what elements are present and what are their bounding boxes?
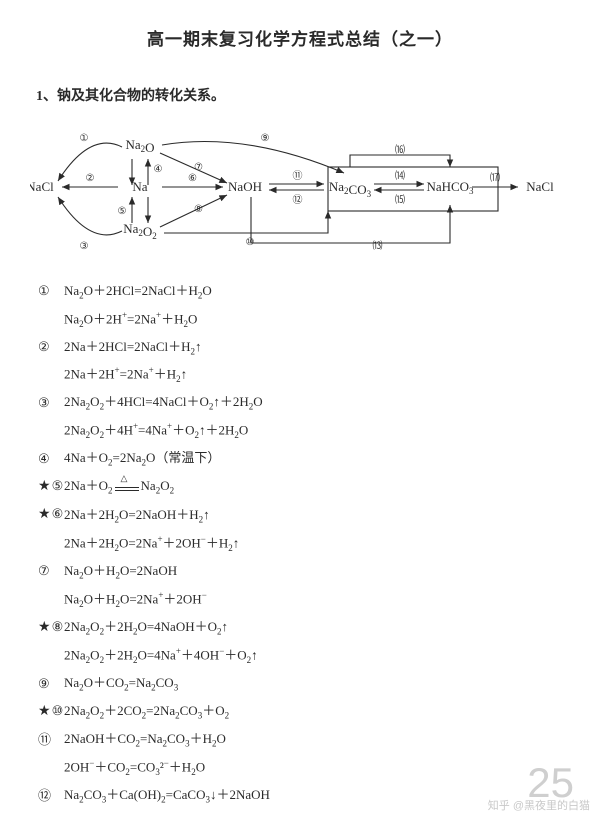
equation-row: ★⑧2Na2O2＋2H2O=4NaOH＋O2↑ [38,615,570,642]
svg-text:⒁: ⒁ [395,169,405,182]
equation-row-ionic: 2Na＋2H+=2Na+＋H2↑ [38,362,570,388]
equation-row-ionic: 2Na2O2＋2H2O=4Na+＋4OH−＋O2↑ [38,643,570,669]
svg-text:⑪: ⑪ [293,170,303,182]
svg-text:Na: Na [132,179,147,194]
equation-row: ③2Na2O2＋4HCl=4NaCl＋O2↑＋2H2O [38,390,570,416]
equation-row: ⑦Na2O＋H2O=2NaOH [38,559,570,585]
svg-text:NaCl: NaCl [526,179,554,194]
svg-text:NaCl: NaCl [30,179,54,194]
svg-text:Na2O: Na2O [125,137,154,155]
svg-text:⑨: ⑨ [261,133,270,144]
svg-text:Na2O2: Na2O2 [123,221,157,241]
equation-row: ★⑩2Na2O2＋2CO2=2Na2CO3＋O2 [38,699,570,726]
diagram-svg: ①②③④⑤⑥⑦⑧⑨⑩⑪⑫⒀⒁⒂⒃⒄ NaClNa2ONaNa2O2NaOHNa2… [30,131,570,251]
svg-text:⑥: ⑥ [188,173,197,184]
section-subtitle: 1、钠及其化合物的转化关系。 [30,84,570,111]
equation-row: ★⑥2Na＋2H2O=2NaOH＋H2↑ [38,502,570,529]
equation-row-ionic: Na2O＋H2O=2Na+＋2OH− [38,587,570,613]
svg-text:④: ④ [154,164,163,175]
svg-text:⑦: ⑦ [194,162,203,173]
equation-row: ★⑤2Na＋O2Na2O2 [38,474,570,501]
svg-text:⒂: ⒂ [395,194,405,206]
svg-text:⑩: ⑩ [246,237,255,248]
equation-row-ionic: 2Na2O2＋4H+=4Na+＋O2↑＋2H2O [38,418,570,444]
equation-row: ⑨Na2O＋CO2=Na2CO3 [38,671,570,697]
equation-row-ionic: 2Na＋2H2O=2Na+＋2OH−＋H2↑ [38,531,570,557]
watermark: 知乎 @黑夜里的白猫 [488,796,590,817]
svg-text:②: ② [86,173,95,184]
svg-text:⒀: ⒀ [373,239,383,251]
svg-text:①: ① [80,133,89,144]
equation-row: ①Na2O＋2HCl=2NaCl＋H2O [38,279,570,305]
equation-row: ⑪2NaOH＋CO2=Na2CO3＋H2O [38,727,570,753]
equations-list: ①Na2O＋2HCl=2NaCl＋H2ONa2O＋2H+=2Na+＋H2O②2N… [30,279,570,809]
svg-text:⑧: ⑧ [194,204,203,215]
svg-text:Na2CO3: Na2CO3 [329,179,372,199]
svg-text:NaOH: NaOH [228,179,262,194]
svg-text:⑫: ⑫ [293,194,303,206]
svg-text:⒃: ⒃ [395,143,405,156]
equation-row: ④4Na＋O2=2Na2O（常温下） [38,446,570,472]
equation-row: ②2Na＋2HCl=2NaCl＋H2↑ [38,335,570,361]
page-title: 高一期末复习化学方程式总结（之一） [30,24,570,56]
equation-row-ionic: 2OH−＋CO2=CO3²−＋H2O [38,755,570,781]
svg-text:③: ③ [80,241,89,251]
equation-row-ionic: Na2O＋2H+=2Na+＋H2O [38,307,570,333]
svg-text:⑤: ⑤ [118,206,127,217]
svg-text:NaHCO3: NaHCO3 [426,179,474,196]
conversion-diagram: ①②③④⑤⑥⑦⑧⑨⑩⑪⑫⒀⒁⒂⒃⒄ NaClNa2ONaNa2O2NaOHNa2… [30,131,570,251]
